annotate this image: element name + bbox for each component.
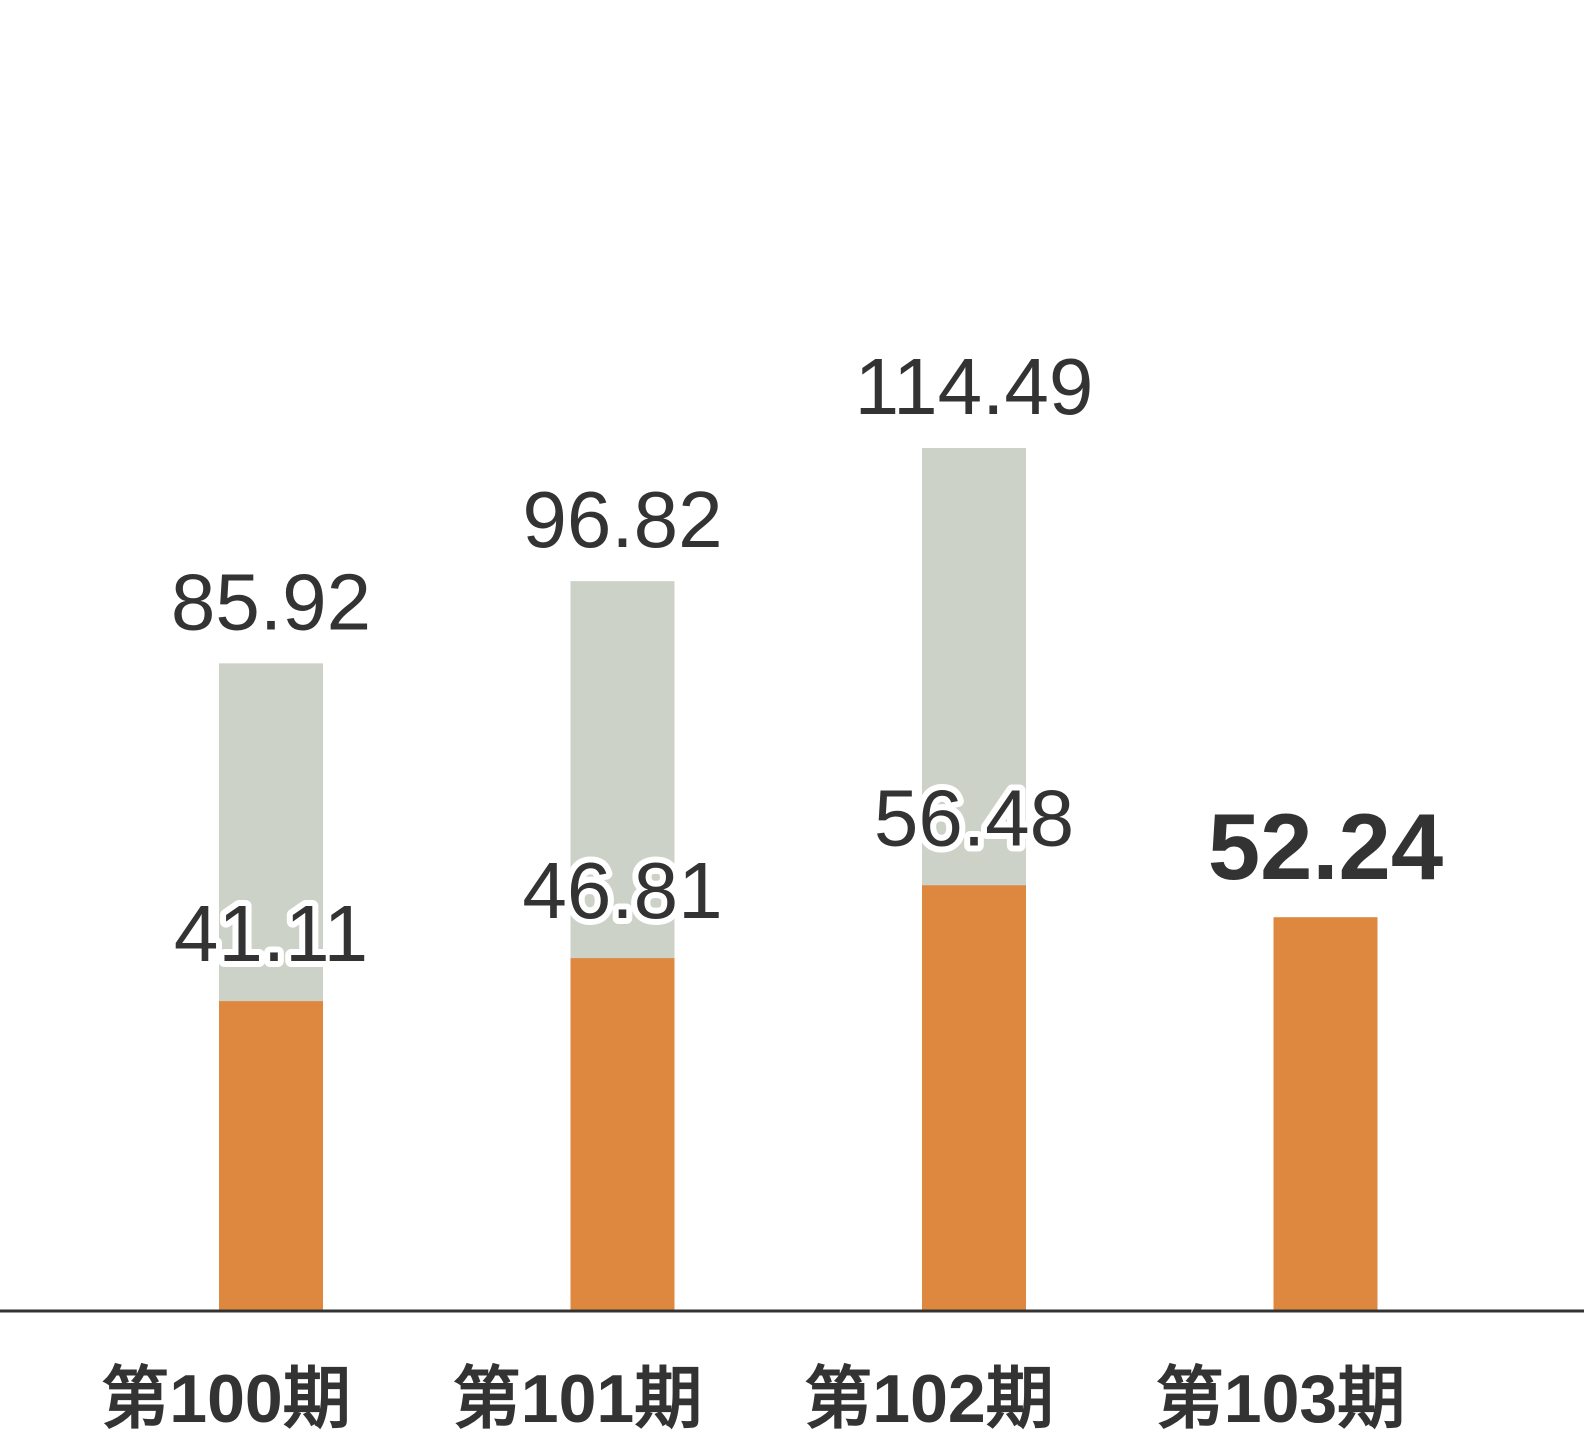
value-label-portion-1: 41.11 bbox=[174, 889, 368, 978]
value-label-portion-2: 46.81 bbox=[522, 846, 722, 935]
value-label-total-2: 96.82 bbox=[522, 475, 722, 564]
bars-layer bbox=[219, 447, 1378, 1311]
bar-portion-2 bbox=[570, 958, 675, 1311]
value-label-portion-4: 52.24 bbox=[1208, 794, 1443, 899]
x-tick-labels-layer: 第100期 第101期 第102期 第103期 bbox=[101, 1361, 1405, 1437]
value-label-portion-3: 56.48 bbox=[874, 773, 1074, 862]
x-tick-label-4: 第103期 bbox=[1156, 1361, 1405, 1437]
value-label-total-3: 114.49 bbox=[855, 342, 1094, 431]
x-tick-label-3: 第102期 bbox=[804, 1361, 1053, 1437]
x-tick-label-1: 第100期 bbox=[101, 1361, 350, 1437]
bar-portion-1 bbox=[219, 1001, 323, 1311]
value-label-total-1: 85.92 bbox=[171, 557, 371, 646]
bar-portion-3 bbox=[922, 885, 1026, 1311]
bar-portion-4 bbox=[1273, 917, 1378, 1311]
value-labels-layer: 85.92 41.11 96.82 46.81 114.49 56.48 52.24 bbox=[168, 342, 1443, 984]
x-tick-label-2: 第101期 bbox=[453, 1361, 702, 1437]
